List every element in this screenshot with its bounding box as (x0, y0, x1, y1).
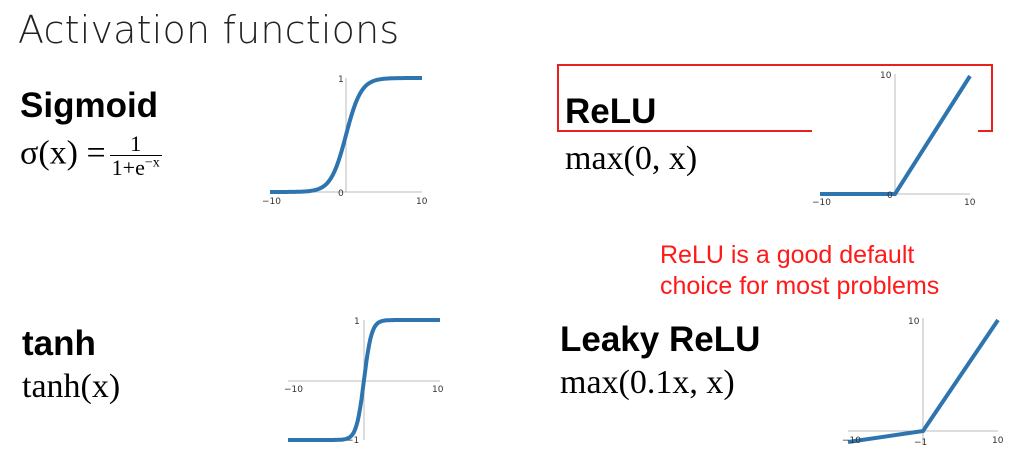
relu-note-line2: choice for most problems (660, 272, 940, 301)
relu-note: ReLU is a good default choice for most p… (660, 240, 939, 303)
relu-tick-yorigin: 0 (887, 191, 893, 201)
leaky-relu-tick-ytop: 10 (908, 317, 920, 327)
tanh-curve (288, 318, 440, 442)
tanh-plot: 1 −1 −10 10 (284, 317, 444, 446)
sigmoid-denominator: 1+e−x (110, 156, 162, 179)
tanh-tick-ytop: 1 (354, 317, 360, 327)
sigmoid-numerator: 1 (109, 132, 162, 157)
relu-tick-xmax: 10 (964, 198, 976, 208)
leaky-relu-tick-xmin: −10 (842, 436, 861, 446)
sigmoid-tick-ytop: 1 (338, 75, 344, 85)
sigmoid-den-exp: −x (144, 155, 160, 171)
tanh-label: tanh (22, 324, 96, 363)
leaky-relu-label: Leaky ReLU (560, 320, 761, 359)
relu-highlight-box (557, 64, 993, 132)
sigmoid-formula-lhs: σ(x) = (20, 134, 106, 172)
sigmoid-label: Sigmoid (20, 86, 159, 125)
relu-curve (820, 74, 972, 196)
sigmoid-den-base: 1+e (111, 155, 145, 181)
sigmoid-formula: σ(x) = 1 1+e−x (20, 132, 162, 179)
sigmoid-curve (270, 76, 422, 194)
relu-formula: max(0, x) (565, 140, 698, 177)
sigmoid-tick-xmax: 10 (416, 197, 428, 207)
tanh-tick-xmin: −10 (284, 385, 303, 395)
relu-tick-xmin: −10 (812, 198, 831, 208)
sigmoid-plot: 1 0 −10 10 (262, 75, 428, 207)
tanh-tick-xmax: 10 (432, 385, 444, 395)
relu-plot: 10 0 −10 10 (812, 66, 978, 208)
leaky-relu-plot: 10 −1 −10 10 (842, 317, 1004, 448)
relu-tick-ytop: 10 (880, 71, 892, 81)
slide-title: Activation functions (18, 8, 400, 52)
leaky-relu-tick-yneg: −1 (914, 438, 927, 448)
leaky-relu-formula: max(0.1x, x) (560, 364, 735, 401)
relu-note-line1: ReLU is a good default (660, 241, 915, 269)
sigmoid-fraction: 1 1+e−x (109, 132, 162, 179)
tanh-tick-ybottom: −1 (346, 436, 359, 446)
sigmoid-tick-xmin: −10 (262, 197, 281, 207)
leaky-relu-tick-xmax: 10 (992, 436, 1004, 446)
sigmoid-tick-yorigin: 0 (338, 189, 344, 199)
leaky-relu-curve (847, 318, 1000, 444)
tanh-formula: tanh(x) (22, 368, 121, 405)
relu-label: ReLU (565, 92, 657, 131)
